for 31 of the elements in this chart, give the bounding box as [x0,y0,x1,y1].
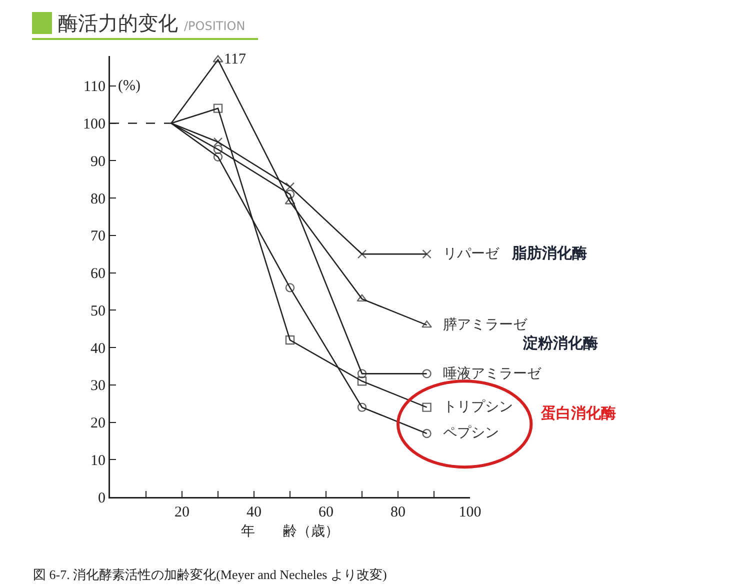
y-tick-label: 0 [98,490,106,506]
y-tick-label: 100 [83,116,106,133]
x-tick-label: 60 [318,504,334,520]
y-tick-label: 20 [90,416,106,432]
y-tick-label: 110 [84,79,106,96]
y-tick-label: 70 [90,228,106,245]
y-axis-title: (%) [118,78,140,94]
caption: 図 6-7. 消化酵素活性の加齢変化(Meyer and Necheles より改変) [33,567,387,582]
chart-subtitle: /POSITION [184,19,246,33]
x-tick-label: 20 [174,504,190,520]
y-tick-label: 80 [90,191,106,208]
x-tick-label: 80 [390,504,406,520]
data-label: 117 [224,51,246,68]
series-label: 膵アミラーゼ [443,317,528,333]
y-tick-label: 30 [90,378,106,394]
y-tick-label: 60 [90,266,106,282]
x-tick-label: 40 [246,504,262,520]
text: 脂肪消化酶 [511,244,587,262]
chart-title: 酶活力的变化 [58,11,178,35]
text: 蛋白消化酶 [540,404,616,422]
x-tick-label: 100 [458,504,482,520]
series-label: ペプシン [443,425,499,441]
y-tick-label: 90 [90,154,106,170]
x-axis-title: 年 齢（歳） [241,524,339,540]
series-label: 唾液アミラーゼ [443,366,542,382]
series-label: リパーゼ [443,247,500,262]
series-label: トリプシン [443,399,513,415]
y-tick-label: 40 [90,340,106,357]
y-tick-label: 50 [90,303,106,320]
text: 淀粉消化酶 [522,334,598,352]
y-tick-label: 10 [90,452,106,469]
